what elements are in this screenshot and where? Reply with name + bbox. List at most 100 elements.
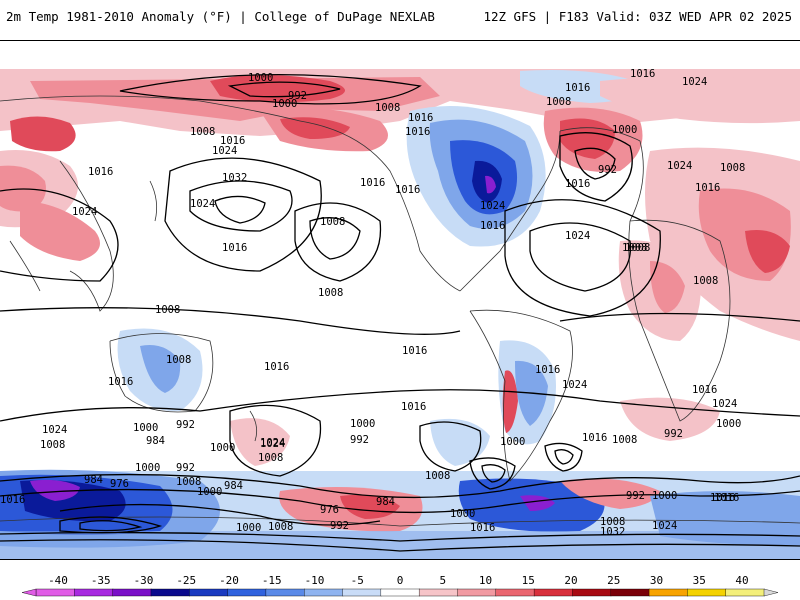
pressure-label: 1016 — [470, 522, 495, 534]
color-scale-tick-label: 25 — [607, 574, 620, 587]
south-pacific-warm-patch — [230, 418, 290, 466]
color-scale-swatch — [380, 588, 420, 597]
isobar-asia-1016 — [0, 188, 119, 282]
andes-warm — [502, 370, 518, 433]
antarctica-blue-strip — [0, 531, 800, 559]
color-scale-swatch — [227, 588, 267, 597]
coastline-north-america-west — [299, 120, 461, 292]
pressure-label: 1032 — [600, 526, 625, 538]
alaska-warm-peak — [280, 117, 350, 139]
coastline-new-zealand — [249, 410, 258, 442]
pressure-label: 1016 — [405, 126, 430, 138]
isobar-aleutian-outer — [294, 202, 382, 282]
pressure-label: 1024 — [682, 76, 707, 88]
isobar-north-pacific-1024-a — [189, 180, 293, 232]
pressure-label: 1008 — [625, 242, 650, 254]
color-scale-tick-label: 35 — [693, 574, 706, 587]
isobar-europe-992 — [574, 147, 616, 180]
pressure-label: 992 — [288, 90, 307, 102]
coastline-east-asia — [59, 160, 114, 312]
coastline-japan — [149, 180, 158, 222]
pressure-label: 1016 — [401, 401, 426, 413]
color-scale-tick-label: 10 — [479, 574, 492, 587]
pressure-label: 1016 — [565, 178, 590, 190]
pressure-label: 1000 — [236, 522, 261, 534]
pressure-label: 1016 — [535, 364, 560, 376]
pressure-label: 992 — [330, 520, 349, 532]
color-scale-tick-label: -25 — [176, 574, 196, 587]
north-america-cold-extreme — [485, 175, 496, 194]
coastline-africa — [628, 219, 731, 422]
pressure-label: 1016 — [0, 494, 25, 506]
color-scale-swatch — [533, 588, 574, 597]
isobars — [0, 73, 800, 552]
pressure-label: 1000 — [272, 98, 297, 110]
color-scale-swatch — [572, 588, 612, 597]
isobar-south-pacific-1024 — [229, 404, 322, 477]
color-scale-swatch — [35, 588, 76, 597]
pressure-label: 1000 — [612, 124, 637, 136]
coastline-europe — [559, 127, 644, 222]
coastline-antarctica — [0, 516, 800, 527]
map-panel: 1000 992 1000 1008 1016 1024 1016 1008 9… — [0, 40, 800, 560]
arctic-warm-peak — [210, 75, 345, 103]
pressure-label: 1008 — [40, 439, 65, 451]
pressure-label: 1016 — [582, 432, 607, 444]
isobar-south-atlantic-low-2 — [554, 449, 574, 465]
color-scale-swatch — [112, 588, 152, 597]
pressure-label: 1008 — [318, 287, 343, 299]
color-scale-swatch — [342, 588, 382, 597]
pressure-label: 1000 — [450, 508, 475, 520]
isobar-cape-horn-low-2 — [481, 464, 506, 483]
color-scale-tick-label: 30 — [650, 574, 663, 587]
coastline-australia — [109, 333, 214, 413]
pressure-label: 1008 — [258, 452, 283, 464]
isobar-arctic-1000 — [119, 73, 422, 105]
color-scale-tick-label: 5 — [439, 574, 446, 587]
pressure-label: 1032 — [222, 172, 247, 184]
color-scale-tick-label: -15 — [262, 574, 282, 587]
color-scale-tick-label: 40 — [735, 574, 748, 587]
pressure-label: 1024 — [42, 424, 67, 436]
pressure-label: 1008 — [155, 304, 180, 316]
isobar-southern-976 — [79, 520, 143, 532]
pressure-label: 1016 — [360, 177, 385, 189]
pressure-label: 1000 — [500, 436, 525, 448]
antarctica-cold-extreme-east — [520, 495, 555, 511]
pressure-label: 1008 — [176, 476, 201, 488]
pressure-label: 1000 — [716, 418, 741, 430]
pressure-label: 1008 — [268, 521, 293, 533]
south-atlantic-cold-patch — [430, 418, 490, 466]
pressure-label: 1000 — [210, 442, 235, 454]
pressure-label: 976 — [110, 478, 129, 490]
isobar-tropics-1008 — [0, 307, 461, 335]
pressure-label: 992 — [626, 490, 645, 502]
barents-warm — [600, 76, 800, 124]
anomaly-shading — [0, 69, 800, 559]
pressure-label: 984 — [84, 474, 103, 486]
pressure-label: 984 — [224, 480, 243, 492]
pressure-label: 1024 — [565, 230, 590, 242]
arabia-warm-peak — [745, 230, 790, 273]
isobar-antarctic-1024 — [0, 539, 800, 552]
pressure-label: 976 — [320, 504, 339, 516]
color-scale-swatch — [418, 588, 459, 597]
color-scale-swatch — [648, 588, 689, 597]
color-scale-tick-label: 15 — [522, 574, 535, 587]
isobar-cape-horn-low-1 — [469, 457, 516, 490]
color-scale-swatch — [74, 588, 114, 597]
color-scale-min-arrow — [21, 588, 37, 597]
color-scale-tick-label: -20 — [219, 574, 239, 587]
color-scale-swatch — [457, 588, 497, 597]
pressure-label: 1024 — [562, 379, 587, 391]
pressure-label: 1016 — [220, 135, 245, 147]
pressure-label: 992 — [664, 428, 683, 440]
coastlines — [0, 95, 800, 527]
color-scale-ticks: -40 -35 -30 -25 -20 -15 -10 -5 0 5 10 15 20 25 30 35 40 — [48, 574, 749, 587]
pressure-label: 1016 — [695, 182, 720, 194]
pressure-label: 1008 — [375, 102, 400, 114]
color-scale-swatch — [304, 588, 344, 597]
isobar-north-pacific-1032 — [214, 195, 266, 224]
pressure-label: 992 — [176, 462, 195, 474]
color-scale-tick-label: 0 — [397, 574, 404, 587]
